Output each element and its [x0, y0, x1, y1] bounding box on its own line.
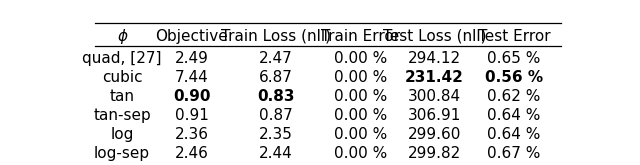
Text: 2.49: 2.49 — [175, 51, 209, 66]
Text: 7.44: 7.44 — [175, 70, 209, 85]
Text: Objective: Objective — [156, 29, 228, 44]
Text: 0.00 %: 0.00 % — [333, 108, 387, 123]
Text: 0.64 %: 0.64 % — [487, 108, 541, 123]
Text: Train Error: Train Error — [321, 29, 400, 44]
Text: 0.67 %: 0.67 % — [487, 146, 541, 161]
Text: 0.00 %: 0.00 % — [333, 146, 387, 161]
Text: 2.36: 2.36 — [175, 127, 209, 142]
Text: 306.91: 306.91 — [408, 108, 461, 123]
Text: 2.47: 2.47 — [259, 51, 292, 66]
Text: Test Loss (nll): Test Loss (nll) — [383, 29, 486, 44]
Text: 2.35: 2.35 — [259, 127, 293, 142]
Text: tan-sep: tan-sep — [93, 108, 151, 123]
Text: 0.64 %: 0.64 % — [487, 127, 541, 142]
Text: 0.62 %: 0.62 % — [487, 89, 541, 104]
Text: 2.46: 2.46 — [175, 146, 209, 161]
Text: 0.00 %: 0.00 % — [333, 70, 387, 85]
Text: log: log — [111, 127, 134, 142]
Text: tan: tan — [109, 89, 134, 104]
Text: 6.87: 6.87 — [259, 70, 293, 85]
Text: 299.60: 299.60 — [408, 127, 461, 142]
Text: log-sep: log-sep — [94, 146, 150, 161]
Text: 0.90: 0.90 — [173, 89, 211, 104]
Text: 2.44: 2.44 — [259, 146, 292, 161]
Text: Test Error: Test Error — [477, 29, 550, 44]
Text: 0.65 %: 0.65 % — [487, 51, 541, 66]
Text: 294.12: 294.12 — [408, 51, 461, 66]
Text: cubic: cubic — [102, 70, 143, 85]
Text: 0.91: 0.91 — [175, 108, 209, 123]
Text: quad, [27]: quad, [27] — [83, 51, 162, 66]
Text: 0.83: 0.83 — [257, 89, 294, 104]
Text: 0.87: 0.87 — [259, 108, 292, 123]
Text: Train Loss (nll): Train Loss (nll) — [221, 29, 331, 44]
Text: 299.82: 299.82 — [408, 146, 461, 161]
Text: 0.00 %: 0.00 % — [333, 127, 387, 142]
Text: 0.00 %: 0.00 % — [333, 89, 387, 104]
Text: 231.42: 231.42 — [405, 70, 464, 85]
Text: 300.84: 300.84 — [408, 89, 461, 104]
Text: 0.56 %: 0.56 % — [485, 70, 543, 85]
Text: ϕ: ϕ — [117, 29, 127, 44]
Text: 0.00 %: 0.00 % — [333, 51, 387, 66]
